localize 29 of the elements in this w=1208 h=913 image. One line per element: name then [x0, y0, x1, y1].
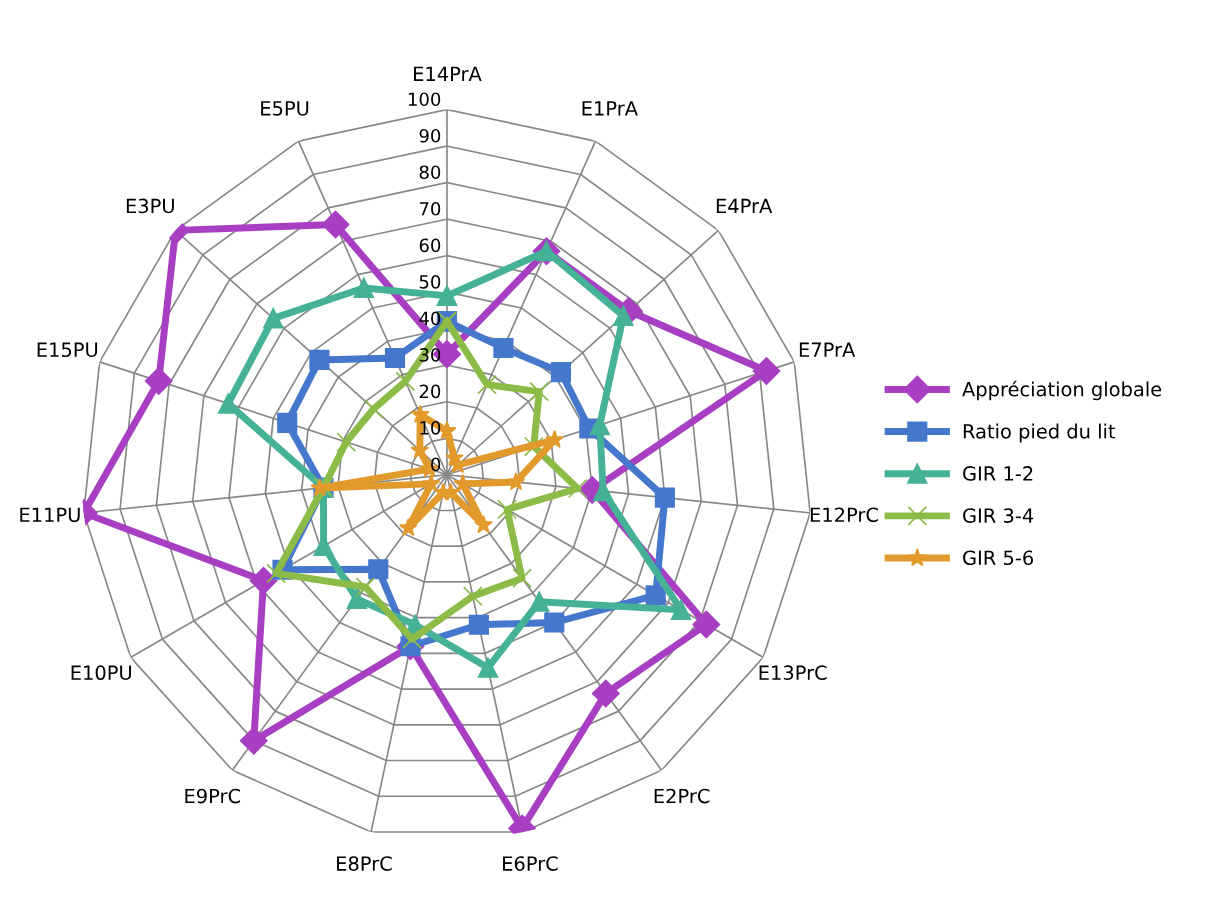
y-tick-label: 80: [419, 165, 441, 180]
spoke-label: E15PU: [37, 342, 98, 358]
spoke-label: E12PrC: [810, 507, 878, 523]
spoke-label: E9PrC: [185, 788, 241, 804]
spoke-label: E4PrA: [716, 198, 773, 213]
spoke-label: E10PU: [71, 665, 132, 681]
spoke-label: E2PrC: [654, 788, 710, 804]
legend-label: GIR 5-6: [963, 550, 1034, 566]
spoke-label: E11PU: [20, 507, 80, 523]
spoke-label: E8PrC: [337, 856, 392, 871]
spoke-label: E3PU: [126, 198, 174, 214]
y-tick-label: 90: [419, 128, 441, 143]
spoke-label: E7PrA: [799, 342, 856, 357]
y-tick-label: 70: [419, 201, 441, 216]
y-tick-label: 50: [419, 275, 441, 289]
legend-label: Ratio pied du lit: [963, 423, 1116, 443]
spoke-label: E14PrA: [414, 66, 482, 81]
spoke-label: E1PrA: [582, 101, 638, 116]
y-tick-label: 100: [408, 92, 441, 107]
spoke-label: E5PU: [261, 101, 309, 116]
legend-label: Appréciation globale: [962, 380, 1162, 401]
y-tick-label: 30: [419, 348, 441, 362]
y-tick-label: 0: [431, 457, 441, 472]
spoke-label: E13PrC: [759, 665, 827, 681]
legend-label: GIR 1-2: [963, 466, 1033, 481]
y-tick-label: 20: [419, 384, 441, 399]
legend-label: GIR 3-4: [963, 508, 1034, 523]
y-tick-label: 60: [419, 238, 441, 253]
spoke-label: E6PrC: [503, 856, 558, 871]
